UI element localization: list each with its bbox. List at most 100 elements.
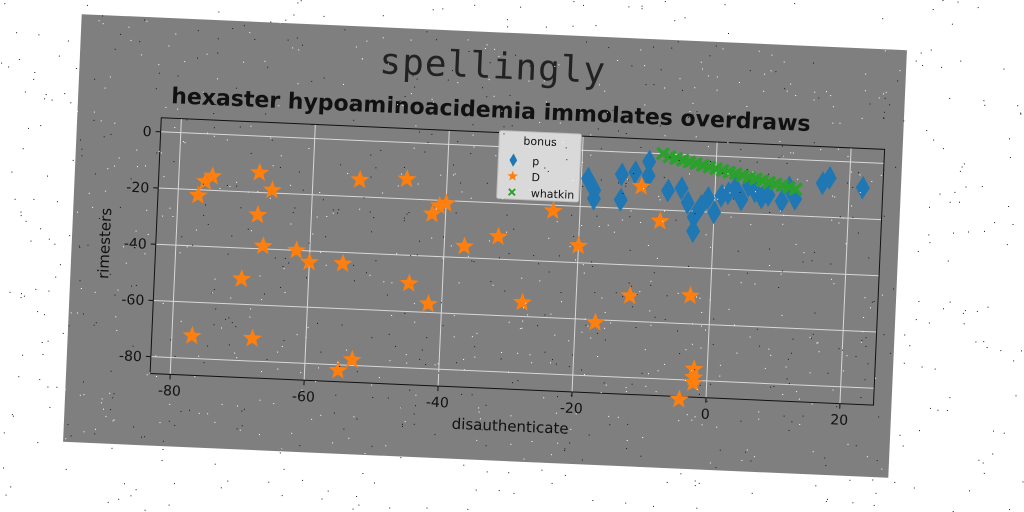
noise-dot bbox=[186, 465, 188, 467]
point-d bbox=[333, 253, 353, 273]
legend-marker-p bbox=[509, 153, 518, 167]
noise-dot bbox=[50, 244, 52, 246]
noise-dot bbox=[11, 414, 13, 416]
noise-dot bbox=[896, 430, 898, 432]
point-d bbox=[248, 204, 268, 224]
noise-dot bbox=[895, 421, 897, 423]
noise-dot bbox=[53, 7, 55, 9]
point-d bbox=[418, 294, 438, 313]
noise-dot bbox=[155, 499, 157, 501]
point-d bbox=[585, 312, 605, 331]
noise-dot bbox=[461, 484, 463, 486]
point-d bbox=[232, 268, 252, 288]
noise-dot bbox=[922, 65, 924, 66]
noise-dot bbox=[641, 8, 643, 10]
noise-dot bbox=[929, 242, 931, 244]
noise-dot bbox=[628, 6, 630, 8]
noise-dot bbox=[974, 234, 976, 236]
noise-dot bbox=[37, 442, 39, 444]
noise-dot bbox=[919, 430, 920, 432]
noise-dot bbox=[506, 19, 508, 21]
noise-dot bbox=[38, 34, 40, 36]
noise-dot bbox=[944, 10, 946, 12]
noise-dot bbox=[520, 6, 522, 8]
y-tick-label: 0 bbox=[142, 124, 152, 140]
noise-dot bbox=[14, 32, 15, 34]
noise-dot bbox=[933, 465, 935, 467]
noise-dot bbox=[965, 186, 967, 188]
noise-dot bbox=[24, 91, 26, 93]
noise-dot bbox=[23, 401, 25, 403]
noise-dot bbox=[30, 240, 32, 242]
noise-dot bbox=[987, 306, 989, 308]
noise-dot bbox=[940, 51, 942, 53]
legend-label-whatkin: whatkin bbox=[531, 187, 575, 202]
noise-dot bbox=[20, 211, 22, 213]
noise-dot bbox=[873, 504, 875, 506]
chart-canvas: spellingly hexaster hypoaminoacidemia im… bbox=[63, 14, 907, 478]
noise-dot bbox=[573, 1, 575, 3]
noise-dot bbox=[233, 509, 235, 511]
noise-dot bbox=[911, 453, 913, 455]
noise-dot bbox=[130, 495, 132, 497]
noise-dot bbox=[626, 3, 628, 4]
noise-dot bbox=[74, 466, 76, 467]
noise-dot bbox=[214, 463, 216, 465]
noise-dot bbox=[694, 480, 696, 482]
noise-dot bbox=[1, 367, 3, 369]
noise-dot bbox=[437, 17, 439, 18]
noise-dot bbox=[32, 481, 34, 483]
noise-dot bbox=[314, 14, 315, 16]
point-p bbox=[686, 219, 701, 244]
noise-dot bbox=[930, 407, 931, 409]
noise-dot bbox=[1022, 399, 1024, 401]
point-p bbox=[642, 149, 657, 174]
noise-dot bbox=[1006, 480, 1008, 482]
point-d bbox=[683, 373, 703, 392]
point-p bbox=[855, 175, 870, 200]
noise-dot bbox=[664, 1, 666, 3]
point-d bbox=[669, 389, 689, 408]
noise-dot bbox=[922, 104, 924, 106]
legend-marker-whatkin bbox=[507, 188, 516, 197]
noise-dot bbox=[39, 379, 41, 381]
noise-dot bbox=[10, 486, 12, 488]
noise-dot bbox=[741, 0, 743, 2]
noise-dot bbox=[321, 506, 323, 508]
noise-dot bbox=[725, 39, 727, 41]
noise-dot bbox=[37, 427, 39, 429]
noise-dot bbox=[684, 17, 686, 19]
noise-dot bbox=[893, 470, 895, 472]
noise-dot bbox=[11, 171, 13, 173]
point-p bbox=[822, 165, 837, 190]
noise-dot bbox=[933, 130, 935, 132]
noise-dot bbox=[4, 429, 6, 431]
noise-dot bbox=[72, 159, 74, 161]
noise-dot bbox=[173, 483, 175, 485]
noise-dot bbox=[56, 187, 58, 189]
noise-dot bbox=[385, 463, 387, 465]
point-p bbox=[614, 162, 629, 187]
noise-dot bbox=[944, 246, 946, 248]
noise-dot bbox=[1009, 95, 1011, 97]
noise-dot bbox=[56, 201, 58, 203]
y-axis-label: rimesters bbox=[94, 207, 115, 279]
point-d bbox=[262, 180, 282, 199]
noise-dot bbox=[929, 206, 930, 208]
point-d bbox=[429, 195, 449, 215]
noise-dot bbox=[11, 344, 13, 346]
point-d bbox=[454, 236, 474, 255]
noise-dot bbox=[968, 98, 970, 100]
noise-dot bbox=[59, 264, 61, 266]
point-d bbox=[328, 360, 348, 379]
noise-dot bbox=[297, 2, 299, 4]
point-d bbox=[253, 236, 273, 255]
legend-label-p: p bbox=[532, 155, 540, 168]
noise-dot bbox=[23, 295, 25, 297]
noise-dot bbox=[933, 393, 935, 395]
noise-dot bbox=[218, 11, 220, 13]
noise-dot bbox=[583, 4, 584, 6]
noise-dot bbox=[62, 332, 64, 334]
noise-dot bbox=[289, 469, 291, 471]
